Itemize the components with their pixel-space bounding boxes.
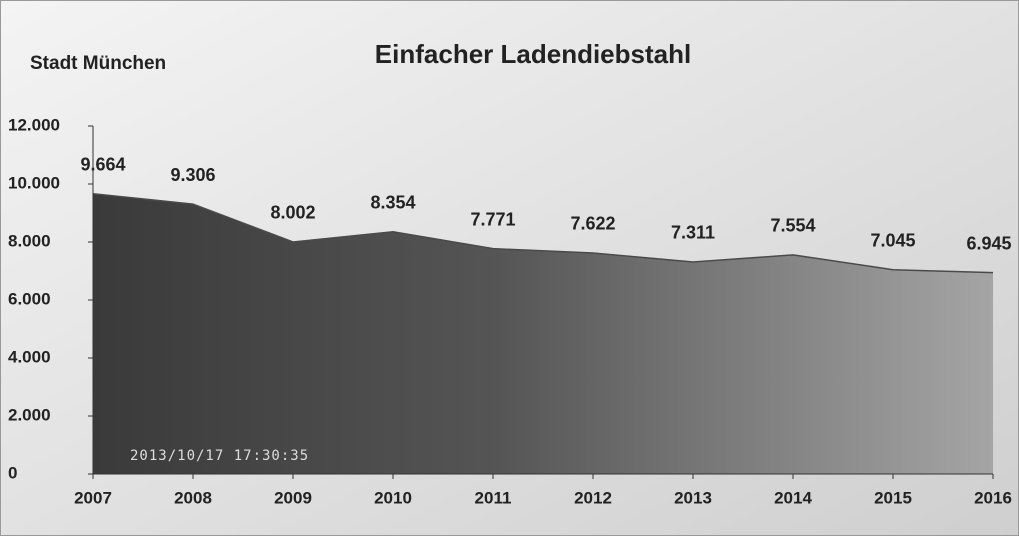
y-tick-label: 6.000 (8, 289, 51, 308)
value-label: 9.664 (80, 154, 125, 174)
chart-subtitle: Stadt München (30, 53, 166, 74)
value-label: 7.045 (870, 230, 915, 250)
y-tick-label: 8.000 (8, 231, 51, 250)
annotation: 2013/10/17 17:30:35 (130, 448, 309, 464)
y-tick-label: 0 (8, 463, 17, 482)
value-label: 9.306 (170, 165, 215, 185)
value-label: 8.354 (370, 192, 415, 212)
value-label: 6.945 (966, 233, 1011, 253)
chart-title: Einfacher Ladendiebstahl (375, 39, 691, 69)
y-tick-label: 2.000 (8, 405, 51, 424)
y-tick-label: 10.000 (8, 173, 60, 192)
x-tick-label: 2007 (74, 488, 112, 507)
x-tick-label: 2011 (475, 488, 512, 507)
y-tick-label: 12.000 (8, 115, 60, 134)
value-label: 8.002 (270, 203, 315, 223)
value-label: 7.554 (770, 216, 815, 236)
x-tick-label: 2009 (274, 488, 312, 507)
x-tick-label: 2013 (674, 488, 712, 507)
x-tick-label: 2010 (374, 488, 412, 507)
value-label: 7.771 (470, 209, 515, 229)
x-tick-label: 2008 (174, 488, 212, 507)
value-label: 7.311 (671, 223, 715, 243)
x-tick-label: 2014 (774, 488, 812, 507)
x-tick-label: 2016 (974, 488, 1012, 507)
chart: Einfacher Ladendiebstahl Stadt München 9… (0, 0, 1019, 536)
x-tick-label: 2015 (874, 488, 912, 507)
y-tick-label: 4.000 (8, 347, 51, 366)
x-tick-label: 2012 (574, 488, 612, 507)
value-label: 7.622 (570, 214, 615, 234)
